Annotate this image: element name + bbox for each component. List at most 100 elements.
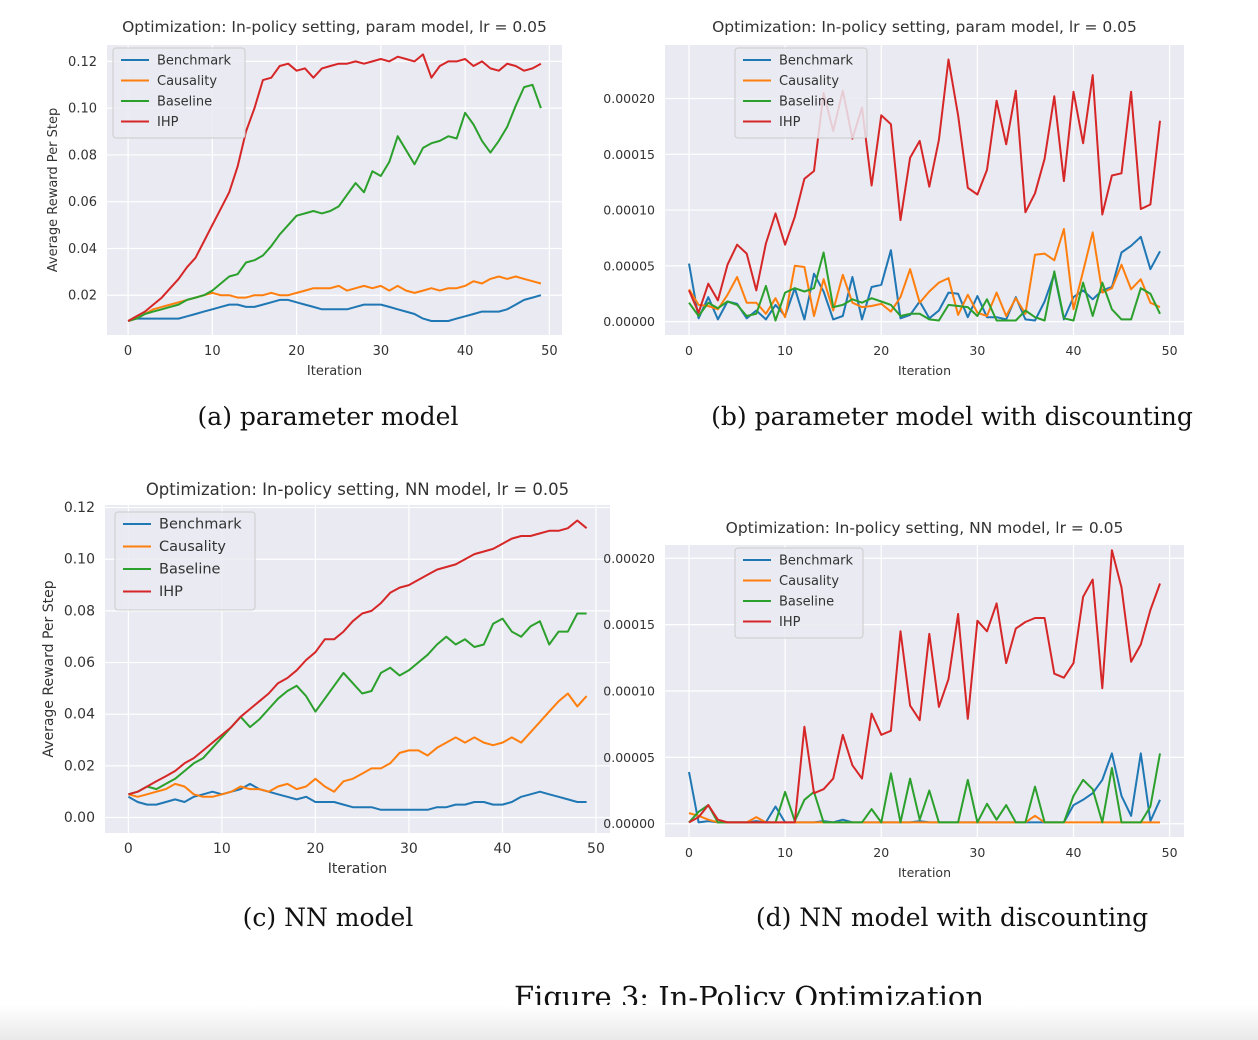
x-tick-label: 10 xyxy=(204,344,221,359)
legend-label-causality: Causality xyxy=(159,539,226,555)
legend-label-baseline: Baseline xyxy=(157,95,212,110)
series-line-ihp xyxy=(128,519,588,796)
y-tick-label: 0.00000 xyxy=(603,816,655,831)
y-tick-label: 0.02 xyxy=(64,758,95,774)
chart-title: Optimization: In-policy setting, param m… xyxy=(712,18,1137,36)
legend-label-causality: Causality xyxy=(779,574,839,589)
chart-title: Optimization: In-policy setting, NN mode… xyxy=(726,519,1124,537)
x-tick-label: 10 xyxy=(777,343,793,358)
x-tick-label: 0 xyxy=(124,344,132,359)
y-tick-label: 0.00015 xyxy=(603,617,655,632)
x-tick-label: 50 xyxy=(1162,845,1178,860)
legend-label-baseline: Baseline xyxy=(779,95,834,110)
y-axis-label: Average Reward Per Step xyxy=(41,580,57,757)
x-tick-label: 40 xyxy=(1066,343,1082,358)
caption-a: (a) parameter model xyxy=(197,402,459,431)
caption-d: (d) NN model with discounting xyxy=(755,903,1149,932)
caption-b: (b) parameter model with discounting xyxy=(711,402,1193,431)
y-tick-label: 0.10 xyxy=(68,102,97,117)
x-axis-label: Iteration xyxy=(898,865,951,880)
legend-label-benchmark: Benchmark xyxy=(779,554,854,569)
x-tick-label: 20 xyxy=(288,344,305,359)
chart-nn-model: 0 10 20 30 40 50 0.00 0.02 0.04 0.06 0.08 0.10 0.12 O… xyxy=(0,470,620,890)
series-line-benchmark xyxy=(127,294,542,322)
legend-label-benchmark: Benchmark xyxy=(779,54,854,69)
legend-label-causality: Causality xyxy=(157,74,217,89)
x-tick-label: 0 xyxy=(124,841,133,857)
legend-label-ihp: IHP xyxy=(157,115,179,130)
legend-label-ihp: IHP xyxy=(159,584,183,600)
x-tick-label: 30 xyxy=(373,344,390,359)
series-line-causality xyxy=(128,692,588,798)
legend-label-benchmark: Benchmark xyxy=(157,54,232,69)
legend-box xyxy=(734,47,868,139)
legend-label-causality: Causality xyxy=(779,74,839,89)
chart-param-model: 0 10 20 30 40 50 0.02 0.04 0.06 0.08 0.10 0.12 Optim… xyxy=(0,0,600,395)
page-bottom-shade xyxy=(0,1005,1258,1040)
series-line-baseline xyxy=(688,251,1161,322)
chart-svg-nn-model-discounting: 0 10 20 30 40 50 0.00000 0.00005 0.00010 0.00015 0… xyxy=(603,519,1184,880)
y-tick-label: 0.08 xyxy=(68,148,97,163)
x-axis-label: Iteration xyxy=(307,364,362,379)
x-tick-label: 10 xyxy=(777,845,793,860)
series-line-ihp xyxy=(127,53,542,322)
y-tick-label: 0.00010 xyxy=(603,684,655,699)
y-tick-label: 0.00010 xyxy=(603,203,655,218)
x-tick-label: 0 xyxy=(685,845,693,860)
legend-label-baseline: Baseline xyxy=(159,562,221,578)
x-tick-label: 40 xyxy=(494,841,512,857)
x-tick-label: 30 xyxy=(400,841,418,857)
legend-label-ihp: IHP xyxy=(779,115,801,130)
series-line-baseline xyxy=(128,612,587,796)
y-tick-label: 0.00020 xyxy=(603,551,655,566)
x-tick-label: 10 xyxy=(213,841,231,857)
series-line-baseline xyxy=(127,83,542,322)
y-tick-label: 0.02 xyxy=(68,289,97,304)
chart-title: Optimization: In-policy setting, NN mode… xyxy=(146,480,569,499)
x-axis-label: Iteration xyxy=(898,363,951,378)
y-tick-label: 0.00005 xyxy=(603,258,655,273)
chart-svg-nn-model: 0 10 20 30 40 50 0.00 0.02 0.04 0.06 0.08 0.10 0.12 O… xyxy=(41,480,610,877)
y-tick-label: 0.04 xyxy=(68,242,97,257)
chart-svg-param-model-discounting: 0 10 20 30 40 50 0.00000 0.00005 0.00010 0.00015 0… xyxy=(603,18,1184,378)
legend-label-baseline: Baseline xyxy=(779,595,834,610)
legend: Benchmark Causality Baseline IHP xyxy=(734,547,864,639)
chart-nn-model-discounting: 0 10 20 30 40 50 0.00000 0.00005 0.00010 0.00015 0… xyxy=(603,500,1240,895)
y-tick-label: 0.08 xyxy=(64,603,95,619)
y-tick-label: 0.00005 xyxy=(603,750,655,765)
y-tick-label: 0.06 xyxy=(64,655,95,671)
y-tick-label: 0.12 xyxy=(68,55,97,70)
chart-param-model-discounting: 0 10 20 30 40 50 0.00000 0.00005 0.00010 0.00015 0… xyxy=(603,0,1240,395)
x-tick-label: 20 xyxy=(873,343,889,358)
series-line-benchmark xyxy=(127,782,587,811)
legend-label-benchmark: Benchmark xyxy=(159,517,242,533)
x-tick-label: 50 xyxy=(1162,343,1178,358)
y-tick-label: 0.06 xyxy=(68,195,97,210)
legend-label-ihp: IHP xyxy=(779,615,801,630)
y-tick-label: 0.00 xyxy=(64,810,95,826)
y-tick-label: 0.10 xyxy=(64,552,95,568)
x-tick-label: 0 xyxy=(685,343,693,358)
x-tick-label: 50 xyxy=(587,841,605,857)
x-tick-label: 40 xyxy=(457,344,474,359)
series-line-ihp xyxy=(688,549,1161,824)
x-axis-label: Iteration xyxy=(328,861,387,877)
chart-title: Optimization: In-policy setting, param m… xyxy=(122,18,547,36)
legend: Benchmark Causality Baseline IHP xyxy=(114,511,256,611)
series-line-causality xyxy=(688,228,1161,319)
y-axis-label: Average Reward Per Step xyxy=(46,108,61,273)
y-tick-label: 0.00015 xyxy=(603,147,655,162)
caption-c: (c) NN model xyxy=(242,903,414,932)
legend-box xyxy=(112,47,246,139)
x-tick-label: 20 xyxy=(873,845,889,860)
x-tick-label: 40 xyxy=(1066,845,1082,860)
y-tick-label: 0.12 xyxy=(64,500,95,516)
y-tick-label: 0.04 xyxy=(64,707,95,723)
y-tick-label: 0.00020 xyxy=(603,91,655,106)
y-tick-label: 0.00000 xyxy=(603,314,655,329)
legend: Benchmark Causality Baseline IHP xyxy=(734,47,868,139)
x-tick-label: 30 xyxy=(969,343,985,358)
x-tick-label: 20 xyxy=(307,841,325,857)
chart-svg-param-model: 0 10 20 30 40 50 0.02 0.04 0.06 0.08 0.10 0.12 Optim… xyxy=(46,18,562,379)
